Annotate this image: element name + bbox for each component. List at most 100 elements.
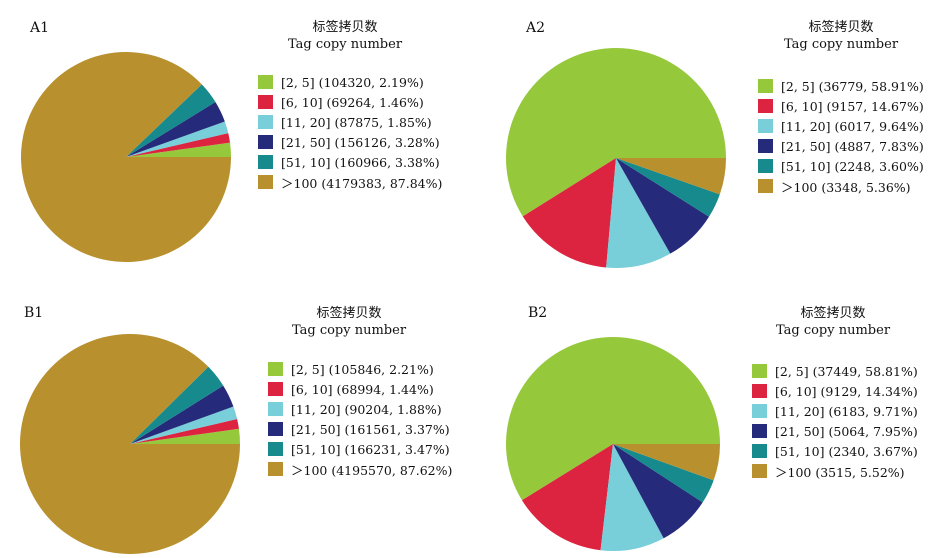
- panel-label: B1: [24, 305, 44, 321]
- legend-swatch: [752, 384, 767, 398]
- pie-slice-4: [613, 444, 703, 539]
- legend-swatch: [268, 402, 283, 416]
- legend-label: [51, 10] (160966, 3.38%): [281, 154, 440, 170]
- legend-swatch: [758, 99, 773, 113]
- pie-slice-2: [126, 133, 231, 157]
- legend-item: [6, 10] (69264, 1.46%): [258, 92, 442, 112]
- legend-swatch: [752, 364, 767, 378]
- legend-item: [11, 20] (6183, 9.71%): [752, 401, 918, 421]
- legend-item: ＞100 (3515, 5.52%): [752, 461, 918, 481]
- legend-title-en: Tag copy number: [775, 323, 891, 338]
- legend-item: [2, 5] (104320, 2.19%): [258, 72, 442, 92]
- legend-title-cn: 标签拷贝数: [316, 306, 382, 321]
- legend-label: [2, 5] (104320, 2.19%): [281, 74, 424, 90]
- legend-label: ＞100 (4179383, 87.84%): [281, 175, 443, 191]
- legend-swatch: [752, 424, 767, 438]
- pie-slice-6: [19, 334, 240, 554]
- pie-slice-5: [126, 84, 216, 157]
- pie-slice-5: [616, 158, 720, 217]
- pie-slice-2: [130, 418, 239, 444]
- legend-item: ＞100 (3348, 5.36%): [758, 176, 924, 196]
- legend: [2, 5] (105846, 2.21%) [6, 10] (68994, 1…: [268, 359, 452, 479]
- legend-swatch: [752, 464, 767, 478]
- legend-label: [51, 10] (2248, 3.60%): [781, 158, 924, 174]
- legend-title: 标签拷贝数 Tag copy number: [761, 19, 921, 53]
- legend-label: [21, 50] (5064, 7.95%): [775, 423, 918, 439]
- legend-swatch: [758, 139, 773, 153]
- legend-swatch: [258, 175, 273, 189]
- pie-slice-5: [130, 366, 224, 444]
- pie-slice-4: [130, 385, 234, 444]
- legend-swatch: [758, 79, 773, 93]
- pie-chart-b2: [506, 336, 720, 551]
- legend-item: [11, 20] (87875, 1.85%): [258, 112, 442, 132]
- legend-item: [21, 50] (4887, 7.83%): [758, 136, 924, 156]
- pie-slice-3: [606, 158, 671, 268]
- panel-b1: B1 标签拷贝数 Tag copy number [2, 5] (105846,…: [0, 279, 464, 558]
- legend-swatch: [758, 159, 773, 173]
- legend-title-en: Tag copy number: [783, 37, 899, 52]
- legend-label: [2, 5] (37449, 58.81%): [775, 363, 918, 379]
- legend-label: [51, 10] (2340, 3.67%): [775, 443, 918, 459]
- legend-label: [6, 10] (68994, 1.44%): [291, 381, 434, 397]
- pie-slice-6: [616, 158, 726, 195]
- pie-slice-3: [600, 444, 664, 551]
- legend-swatch: [258, 75, 273, 89]
- legend: [2, 5] (104320, 2.19%) [6, 10] (69264, 1…: [258, 72, 442, 192]
- legend-label: ＞100 (3348, 5.36%): [781, 179, 911, 195]
- legend-title: 标签拷贝数 Tag copy number: [753, 305, 913, 339]
- legend-label: [21, 50] (156126, 3.28%): [281, 134, 440, 150]
- legend-label: [11, 20] (90204, 1.88%): [291, 401, 442, 417]
- legend-label: [11, 20] (87875, 1.85%): [281, 114, 432, 130]
- legend-swatch: [268, 422, 283, 436]
- legend-item: ＞100 (4179383, 87.84%): [258, 172, 442, 192]
- legend-label: [6, 10] (69264, 1.46%): [281, 94, 424, 110]
- legend-item: [21, 50] (161561, 3.37%): [268, 419, 452, 439]
- panel-a1: A1 标签拷贝数 Tag copy number [2, 5] (104320,…: [0, 0, 464, 279]
- panel-label: A1: [30, 20, 50, 36]
- pie-slice-1: [126, 142, 231, 157]
- legend-title: 标签拷贝数 Tag copy number: [265, 19, 425, 53]
- legend-swatch: [752, 444, 767, 458]
- legend-item: [6, 10] (9129, 14.34%): [752, 381, 918, 401]
- legend-title-en: Tag copy number: [291, 323, 407, 338]
- legend-item: [51, 10] (2248, 3.60%): [758, 156, 924, 176]
- legend-swatch: [258, 135, 273, 149]
- pie-slice-4: [616, 158, 710, 254]
- legend-item: [51, 10] (2340, 3.67%): [752, 441, 918, 461]
- legend-swatch: [268, 442, 283, 456]
- legend-item: [11, 20] (90204, 1.88%): [268, 399, 452, 419]
- legend-label: ＞100 (3515, 5.52%): [775, 464, 905, 480]
- pie-slice-1: [130, 428, 240, 444]
- legend-item: [2, 5] (105846, 2.21%): [268, 359, 452, 379]
- panel-a2: A2 标签拷贝数 Tag copy number [2, 5] (36779, …: [464, 0, 928, 279]
- legend-label: [2, 5] (105846, 2.21%): [291, 361, 434, 377]
- legend-item: [2, 5] (37449, 58.81%): [752, 361, 918, 381]
- pie-slice-5: [613, 444, 714, 503]
- pie-slice-1: [505, 47, 726, 217]
- legend-title-en: Tag copy number: [287, 37, 403, 52]
- legend-swatch: [752, 404, 767, 418]
- legend-label: [11, 20] (6017, 9.64%): [781, 118, 924, 134]
- legend-swatch: [268, 462, 283, 476]
- legend-label: [21, 50] (4887, 7.83%): [781, 138, 924, 154]
- pie-chart-a2: [505, 47, 726, 268]
- legend-label: [6, 10] (9129, 14.34%): [775, 383, 918, 399]
- legend-label: [2, 5] (36779, 58.91%): [781, 78, 924, 94]
- legend-swatch: [258, 155, 273, 169]
- pie-slice-2: [521, 444, 613, 551]
- legend-swatch: [258, 115, 273, 129]
- legend-title: 标签拷贝数 Tag copy number: [269, 305, 429, 339]
- legend-label: [21, 50] (161561, 3.37%): [291, 421, 450, 437]
- legend-item: [2, 5] (36779, 58.91%): [758, 76, 924, 96]
- legend-swatch: [758, 119, 773, 133]
- pie-slice-2: [522, 158, 616, 268]
- pie-slice-6: [613, 444, 720, 481]
- legend-item: [6, 10] (9157, 14.67%): [758, 96, 924, 116]
- panel-label: A2: [526, 20, 546, 36]
- pie-chart-b1: [19, 334, 240, 554]
- pie-slice-4: [126, 101, 225, 157]
- legend-title-cn: 标签拷贝数: [800, 306, 866, 321]
- pie-slice-3: [130, 406, 238, 444]
- legend-label: ＞100 (4195570, 87.62%): [291, 462, 453, 478]
